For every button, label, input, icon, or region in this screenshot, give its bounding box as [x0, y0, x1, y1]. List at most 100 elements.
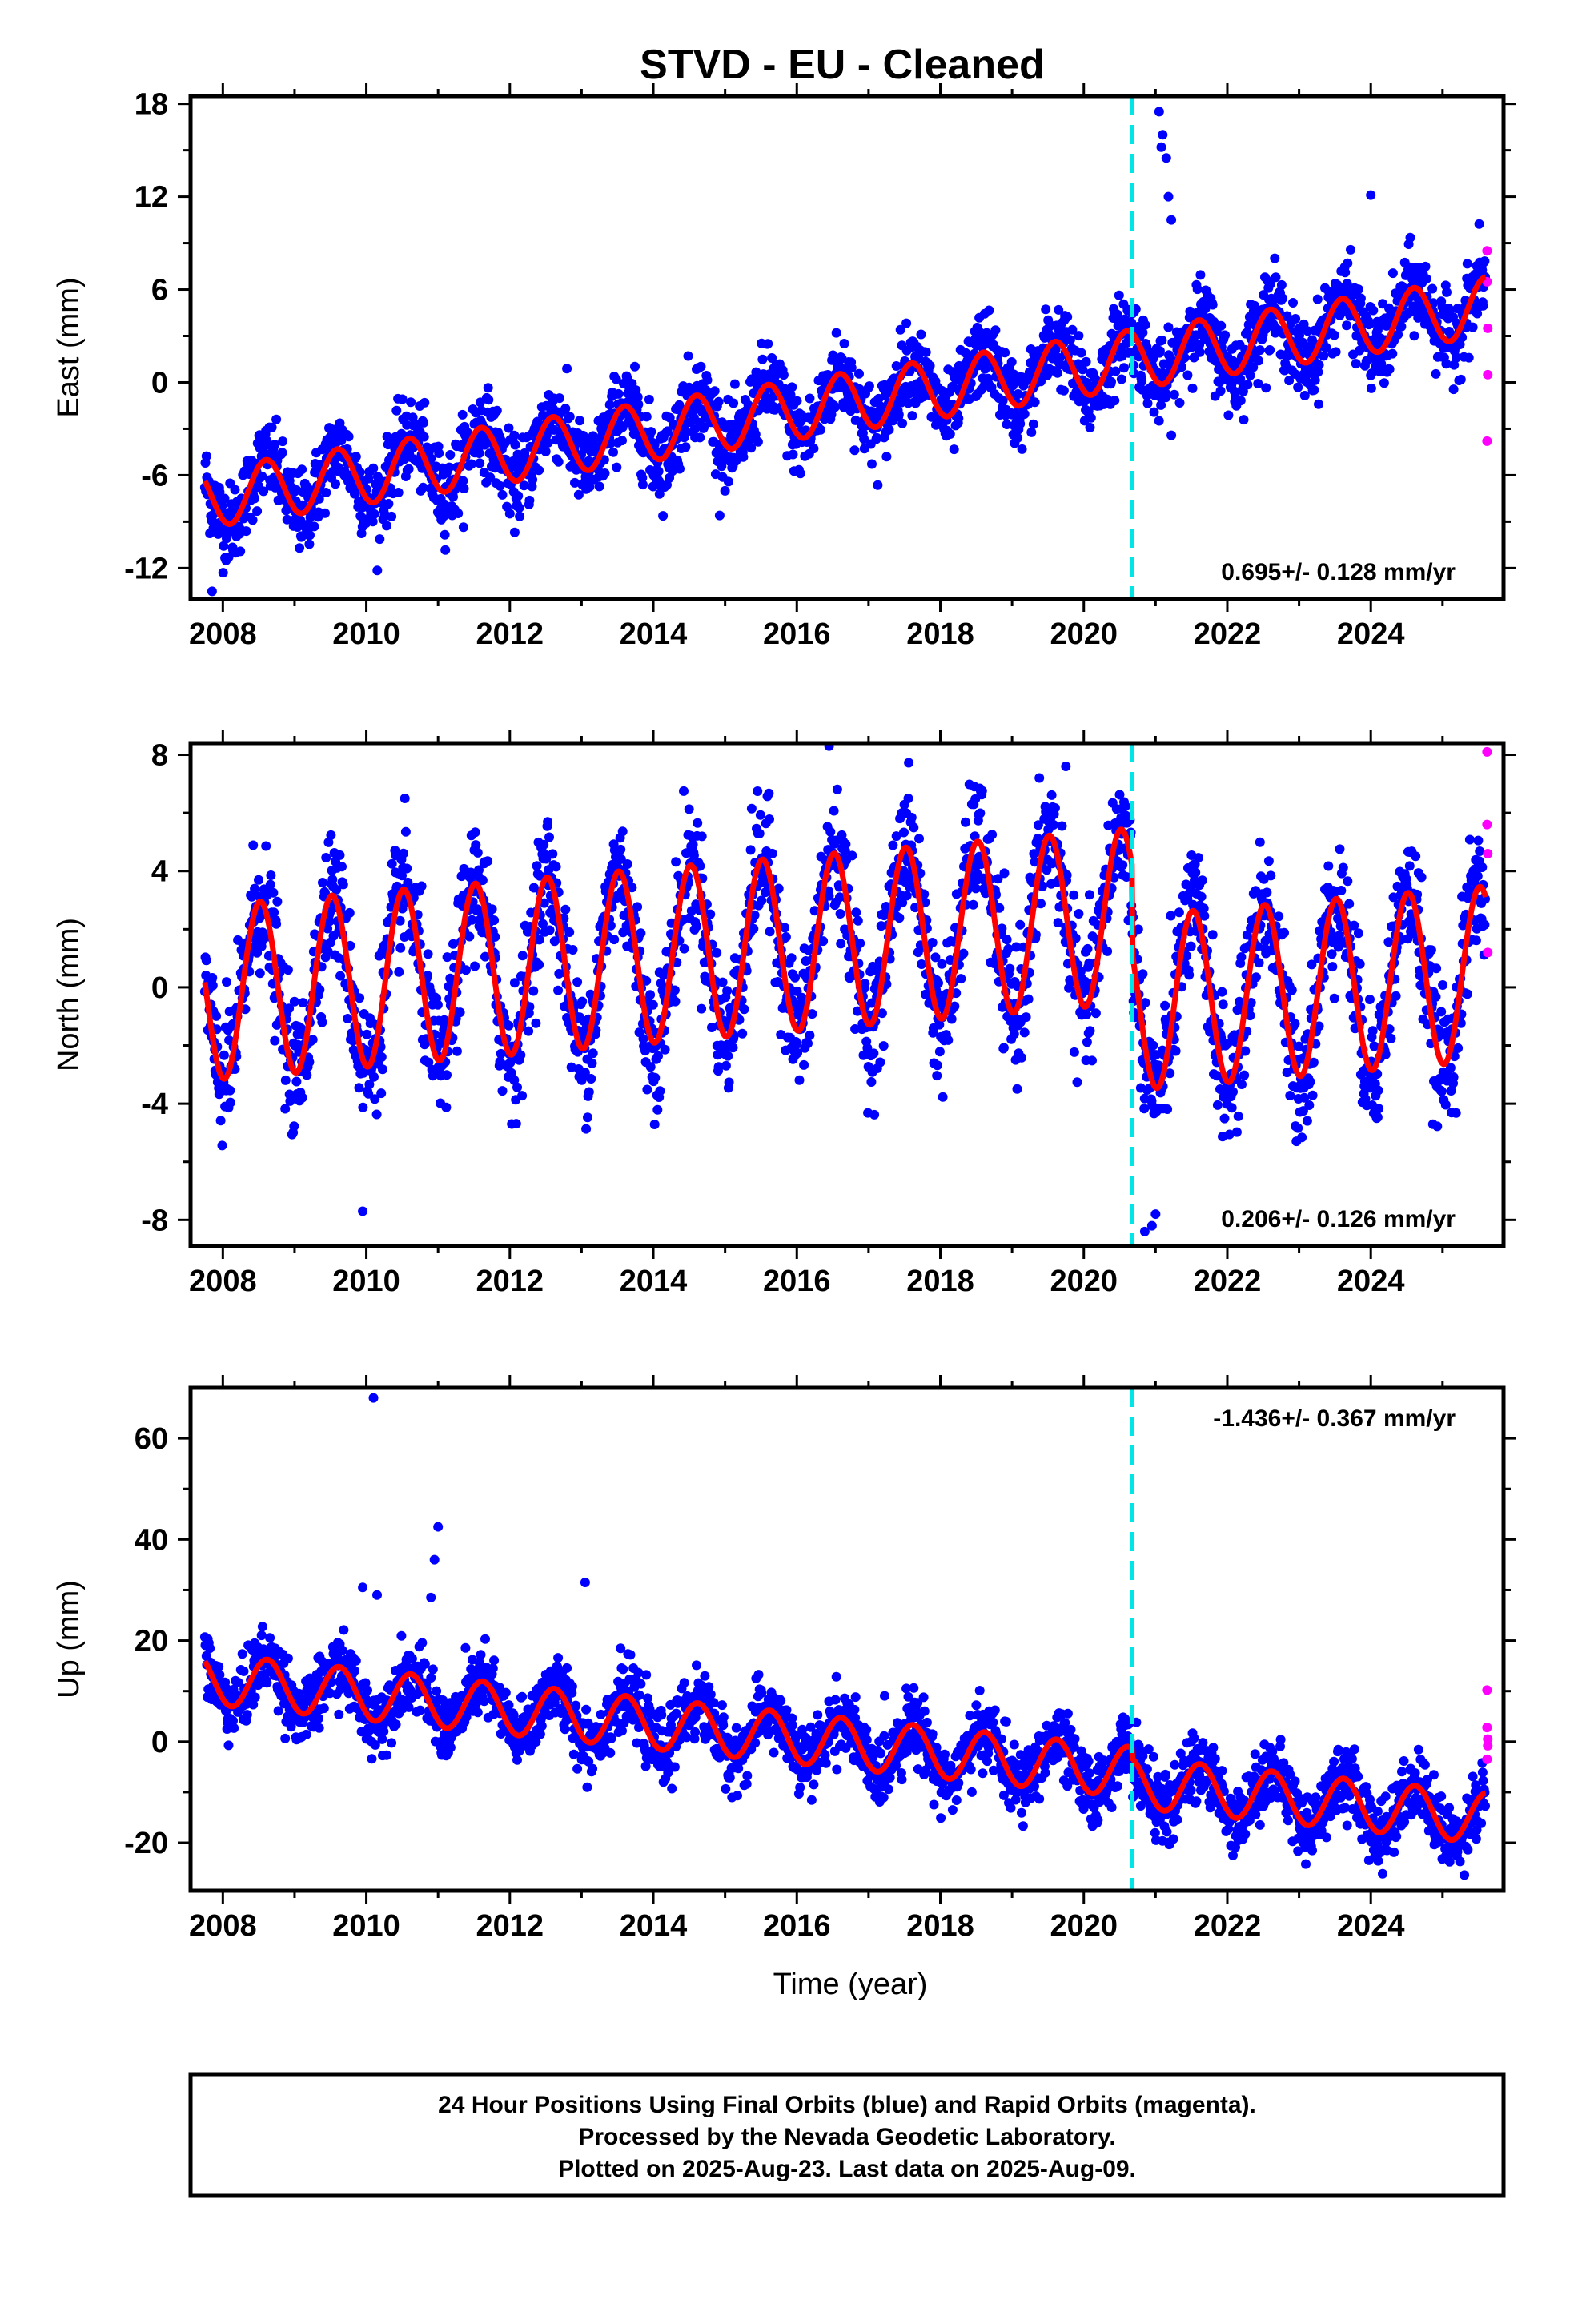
data-point [669, 985, 680, 995]
data-point [994, 903, 1005, 913]
data-point [847, 850, 857, 861]
data-point [894, 913, 905, 923]
data-point [1291, 314, 1301, 324]
data-point [1017, 444, 1027, 454]
data-point [1085, 1026, 1095, 1036]
data-point [609, 935, 620, 945]
data-point [714, 510, 725, 521]
data-point [354, 1083, 364, 1093]
data-point [1069, 890, 1079, 900]
data-point [1274, 911, 1284, 922]
data-point [527, 481, 537, 492]
data-point [540, 446, 551, 456]
data-point [442, 1070, 452, 1080]
y-axis-label: East (mm) [52, 277, 86, 417]
data-point [1192, 284, 1203, 295]
data-point [376, 1088, 387, 1099]
rapid-orbit-point [1483, 369, 1493, 380]
data-point [270, 440, 280, 450]
data-point [746, 443, 757, 453]
data-point [1254, 356, 1263, 366]
data-point [1052, 368, 1062, 378]
data-point [1033, 820, 1043, 830]
data-point [1021, 1012, 1031, 1023]
data-point [1070, 933, 1081, 943]
data-point [575, 416, 585, 426]
data-point [1177, 362, 1186, 372]
data-point [1015, 919, 1026, 930]
data-point [958, 948, 969, 959]
y-tick-label: 18 [135, 88, 168, 122]
data-point [1355, 293, 1366, 304]
data-point [803, 1039, 813, 1048]
data-point [1110, 396, 1120, 406]
data-point [511, 1119, 521, 1129]
data-point [1327, 962, 1338, 972]
data-point [1062, 312, 1073, 322]
data-point [343, 1014, 353, 1023]
data-point [395, 915, 405, 926]
data-point [1166, 430, 1177, 440]
data-point [1057, 821, 1067, 831]
data-point [809, 906, 820, 916]
data-point [749, 910, 760, 920]
data-point [387, 511, 397, 521]
data-point [1367, 368, 1377, 378]
x-tick-label: 2016 [763, 617, 831, 651]
data-point [1037, 882, 1047, 891]
data-point [403, 877, 413, 887]
data-point [538, 919, 548, 929]
data-point [679, 943, 689, 954]
data-point [1293, 382, 1303, 392]
data-point [358, 1102, 368, 1112]
data-point [770, 371, 781, 381]
data-point [510, 440, 520, 450]
data-point [1142, 398, 1153, 408]
data-point [853, 915, 863, 926]
data-point [878, 1041, 889, 1051]
data-point [372, 565, 383, 576]
data-point [1065, 335, 1075, 345]
data-point [778, 370, 789, 380]
data-point [1162, 1104, 1173, 1114]
data-point [627, 883, 637, 893]
data-point [1309, 385, 1319, 395]
data-point [1472, 308, 1483, 319]
data-point [854, 368, 864, 379]
data-point [1148, 353, 1158, 364]
data-point [1261, 383, 1271, 393]
data-point [394, 967, 404, 977]
data-point [298, 998, 308, 1008]
data-point [648, 999, 658, 1010]
outlier-point [1158, 130, 1168, 140]
data-point [739, 1004, 749, 1015]
data-point [832, 784, 842, 794]
data-point [1197, 875, 1207, 886]
data-point [1376, 359, 1387, 369]
data-point [946, 1014, 957, 1024]
data-point [893, 409, 904, 420]
data-point [1307, 1090, 1318, 1100]
data-point [1332, 279, 1343, 290]
data-point [799, 1059, 809, 1070]
data-point [1122, 872, 1132, 882]
data-point [649, 440, 660, 450]
data-point [1081, 356, 1091, 367]
data-point [864, 381, 874, 392]
data-point [1138, 328, 1148, 338]
data-point [572, 977, 583, 987]
data-point [950, 1001, 960, 1011]
data-point [1233, 1111, 1243, 1121]
data-point [930, 952, 941, 963]
data-point [492, 405, 502, 416]
data-point [496, 1048, 506, 1059]
data-point [1199, 911, 1210, 921]
data-point [1195, 347, 1205, 357]
data-point [1314, 1021, 1324, 1031]
data-point [895, 324, 905, 335]
data-point [1090, 1008, 1101, 1019]
data-point [398, 848, 408, 858]
data-point [1285, 1091, 1295, 1100]
data-point [369, 1072, 379, 1082]
data-point [1239, 415, 1249, 425]
